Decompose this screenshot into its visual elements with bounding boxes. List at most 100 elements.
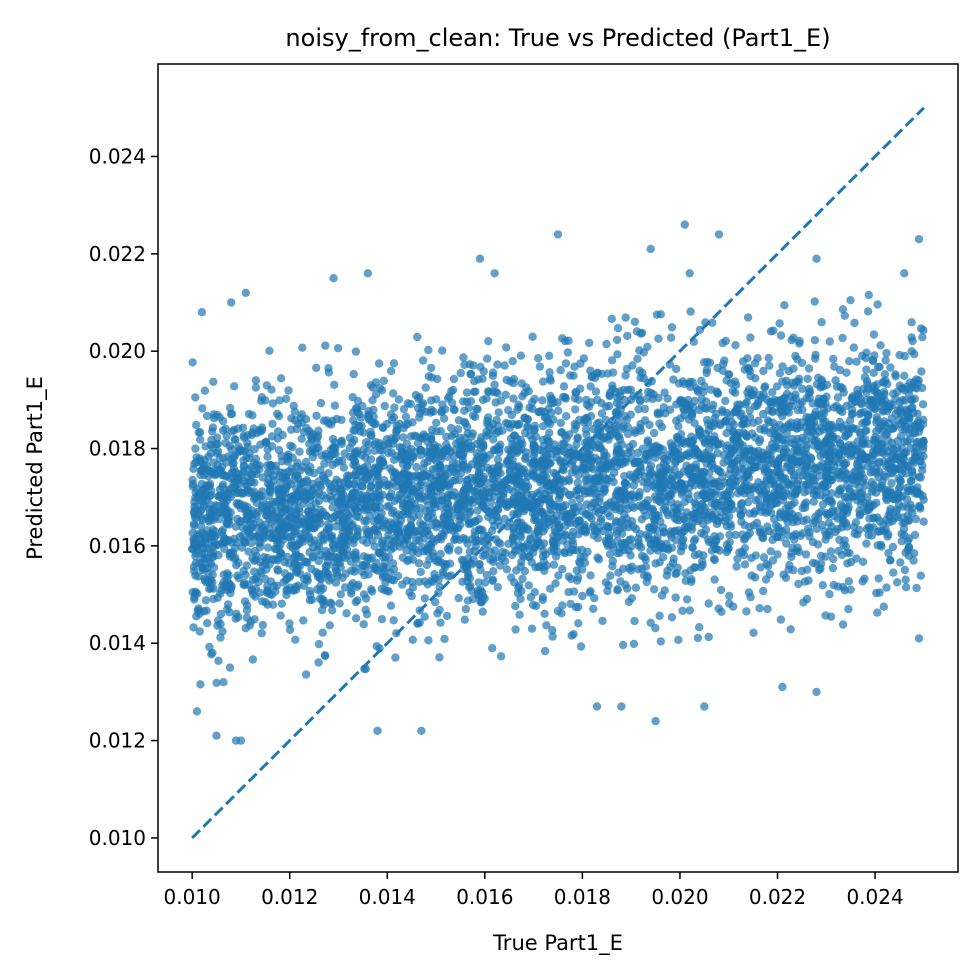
scatter-point	[828, 563, 838, 573]
scatter-point	[336, 488, 346, 497]
scatter-point	[439, 414, 449, 423]
scatter-point	[234, 470, 243, 479]
scatter-point	[377, 538, 386, 548]
scatter-point	[189, 535, 198, 544]
scatter-point	[488, 516, 497, 525]
scatter-point	[281, 394, 291, 403]
scatter-point	[460, 406, 469, 415]
scatter-point	[191, 444, 200, 453]
scatter-point	[869, 330, 879, 339]
scatter-point	[523, 422, 532, 431]
scatter-point	[262, 565, 271, 574]
scatter-point	[233, 488, 242, 498]
scatter-point	[914, 472, 924, 482]
scatter-point	[579, 354, 589, 363]
scatter-point	[516, 435, 526, 445]
scatter-point	[469, 555, 478, 564]
scatter-point	[623, 331, 632, 341]
scatter-point	[578, 591, 587, 601]
scatter-point	[775, 468, 784, 478]
scatter-point	[312, 411, 321, 420]
scatter-point	[511, 625, 520, 634]
scatter-point	[566, 512, 576, 521]
scatter-point	[651, 525, 661, 534]
scatter-point	[702, 404, 711, 413]
scatter-point	[325, 621, 334, 630]
scatter-point	[266, 577, 276, 586]
scatter-point	[322, 561, 332, 571]
scatter-point	[202, 411, 212, 421]
scatter-point	[213, 593, 222, 602]
scatter-point	[483, 354, 492, 363]
scatter-point	[426, 542, 435, 552]
scatter-point	[580, 415, 589, 425]
scatter-point	[586, 411, 596, 421]
scatter-point	[477, 433, 486, 442]
scatter-point	[308, 452, 317, 462]
scatter-point	[838, 620, 848, 629]
scatter-point	[795, 400, 805, 409]
scatter-point	[848, 394, 857, 403]
scatter-point	[345, 493, 355, 502]
scatter-point	[238, 523, 247, 532]
scatter-point	[872, 498, 881, 508]
scatter-point	[201, 596, 211, 605]
scatter-point	[751, 551, 760, 560]
scatter-point	[658, 523, 668, 532]
scatter-point	[223, 507, 233, 516]
scatter-point	[425, 469, 434, 479]
scatter-point	[380, 516, 389, 525]
scatter-point	[894, 416, 903, 425]
scatter-point	[459, 501, 468, 510]
scatter-point	[737, 487, 746, 496]
scatter-point	[460, 417, 469, 427]
scatter-point	[628, 361, 637, 370]
scatter-point	[725, 484, 735, 493]
scatter-point	[589, 531, 599, 540]
scatter-point	[849, 343, 858, 352]
scatter-point	[645, 420, 654, 430]
scatter-point	[704, 535, 713, 544]
scatter-point	[919, 436, 928, 446]
scatter-point	[686, 307, 695, 316]
scatter-point	[699, 551, 708, 560]
scatter-point	[833, 393, 843, 402]
scatter-point	[551, 579, 560, 588]
scatter-point	[488, 575, 498, 584]
scatter-point	[328, 606, 337, 615]
scatter-point	[570, 425, 579, 434]
scatter-point	[274, 543, 283, 552]
scatter-point	[488, 368, 498, 377]
scatter-point	[419, 399, 428, 408]
scatter-point	[196, 680, 205, 689]
scatter-point	[307, 595, 317, 604]
scatter-point	[869, 480, 878, 490]
scatter-point	[652, 310, 662, 319]
scatter-point	[383, 586, 392, 595]
scatter-point	[758, 534, 768, 543]
scatter-point	[251, 383, 261, 392]
scatter-point	[785, 561, 794, 570]
scatter-point	[818, 500, 828, 509]
scatter-point	[585, 455, 594, 464]
scatter-point	[870, 514, 879, 523]
scatter-point	[574, 395, 583, 404]
scatter-point	[318, 628, 327, 637]
scatter-point	[768, 556, 778, 565]
scatter-point	[359, 620, 368, 629]
scatter-point	[430, 570, 439, 579]
scatter-point	[713, 498, 722, 508]
scatter-point	[631, 583, 641, 592]
scatter-point	[463, 572, 473, 581]
scatter-point	[226, 589, 235, 598]
scatter-point	[759, 366, 768, 376]
scatter-point	[486, 555, 495, 564]
scatter-point	[759, 553, 769, 562]
scatter-point	[375, 496, 384, 505]
scatter-point	[833, 525, 842, 534]
scatter-point	[534, 563, 543, 572]
scatter-point	[518, 574, 527, 583]
scatter-point	[678, 606, 687, 615]
scatter-point	[794, 579, 803, 589]
scatter-point	[663, 456, 672, 465]
